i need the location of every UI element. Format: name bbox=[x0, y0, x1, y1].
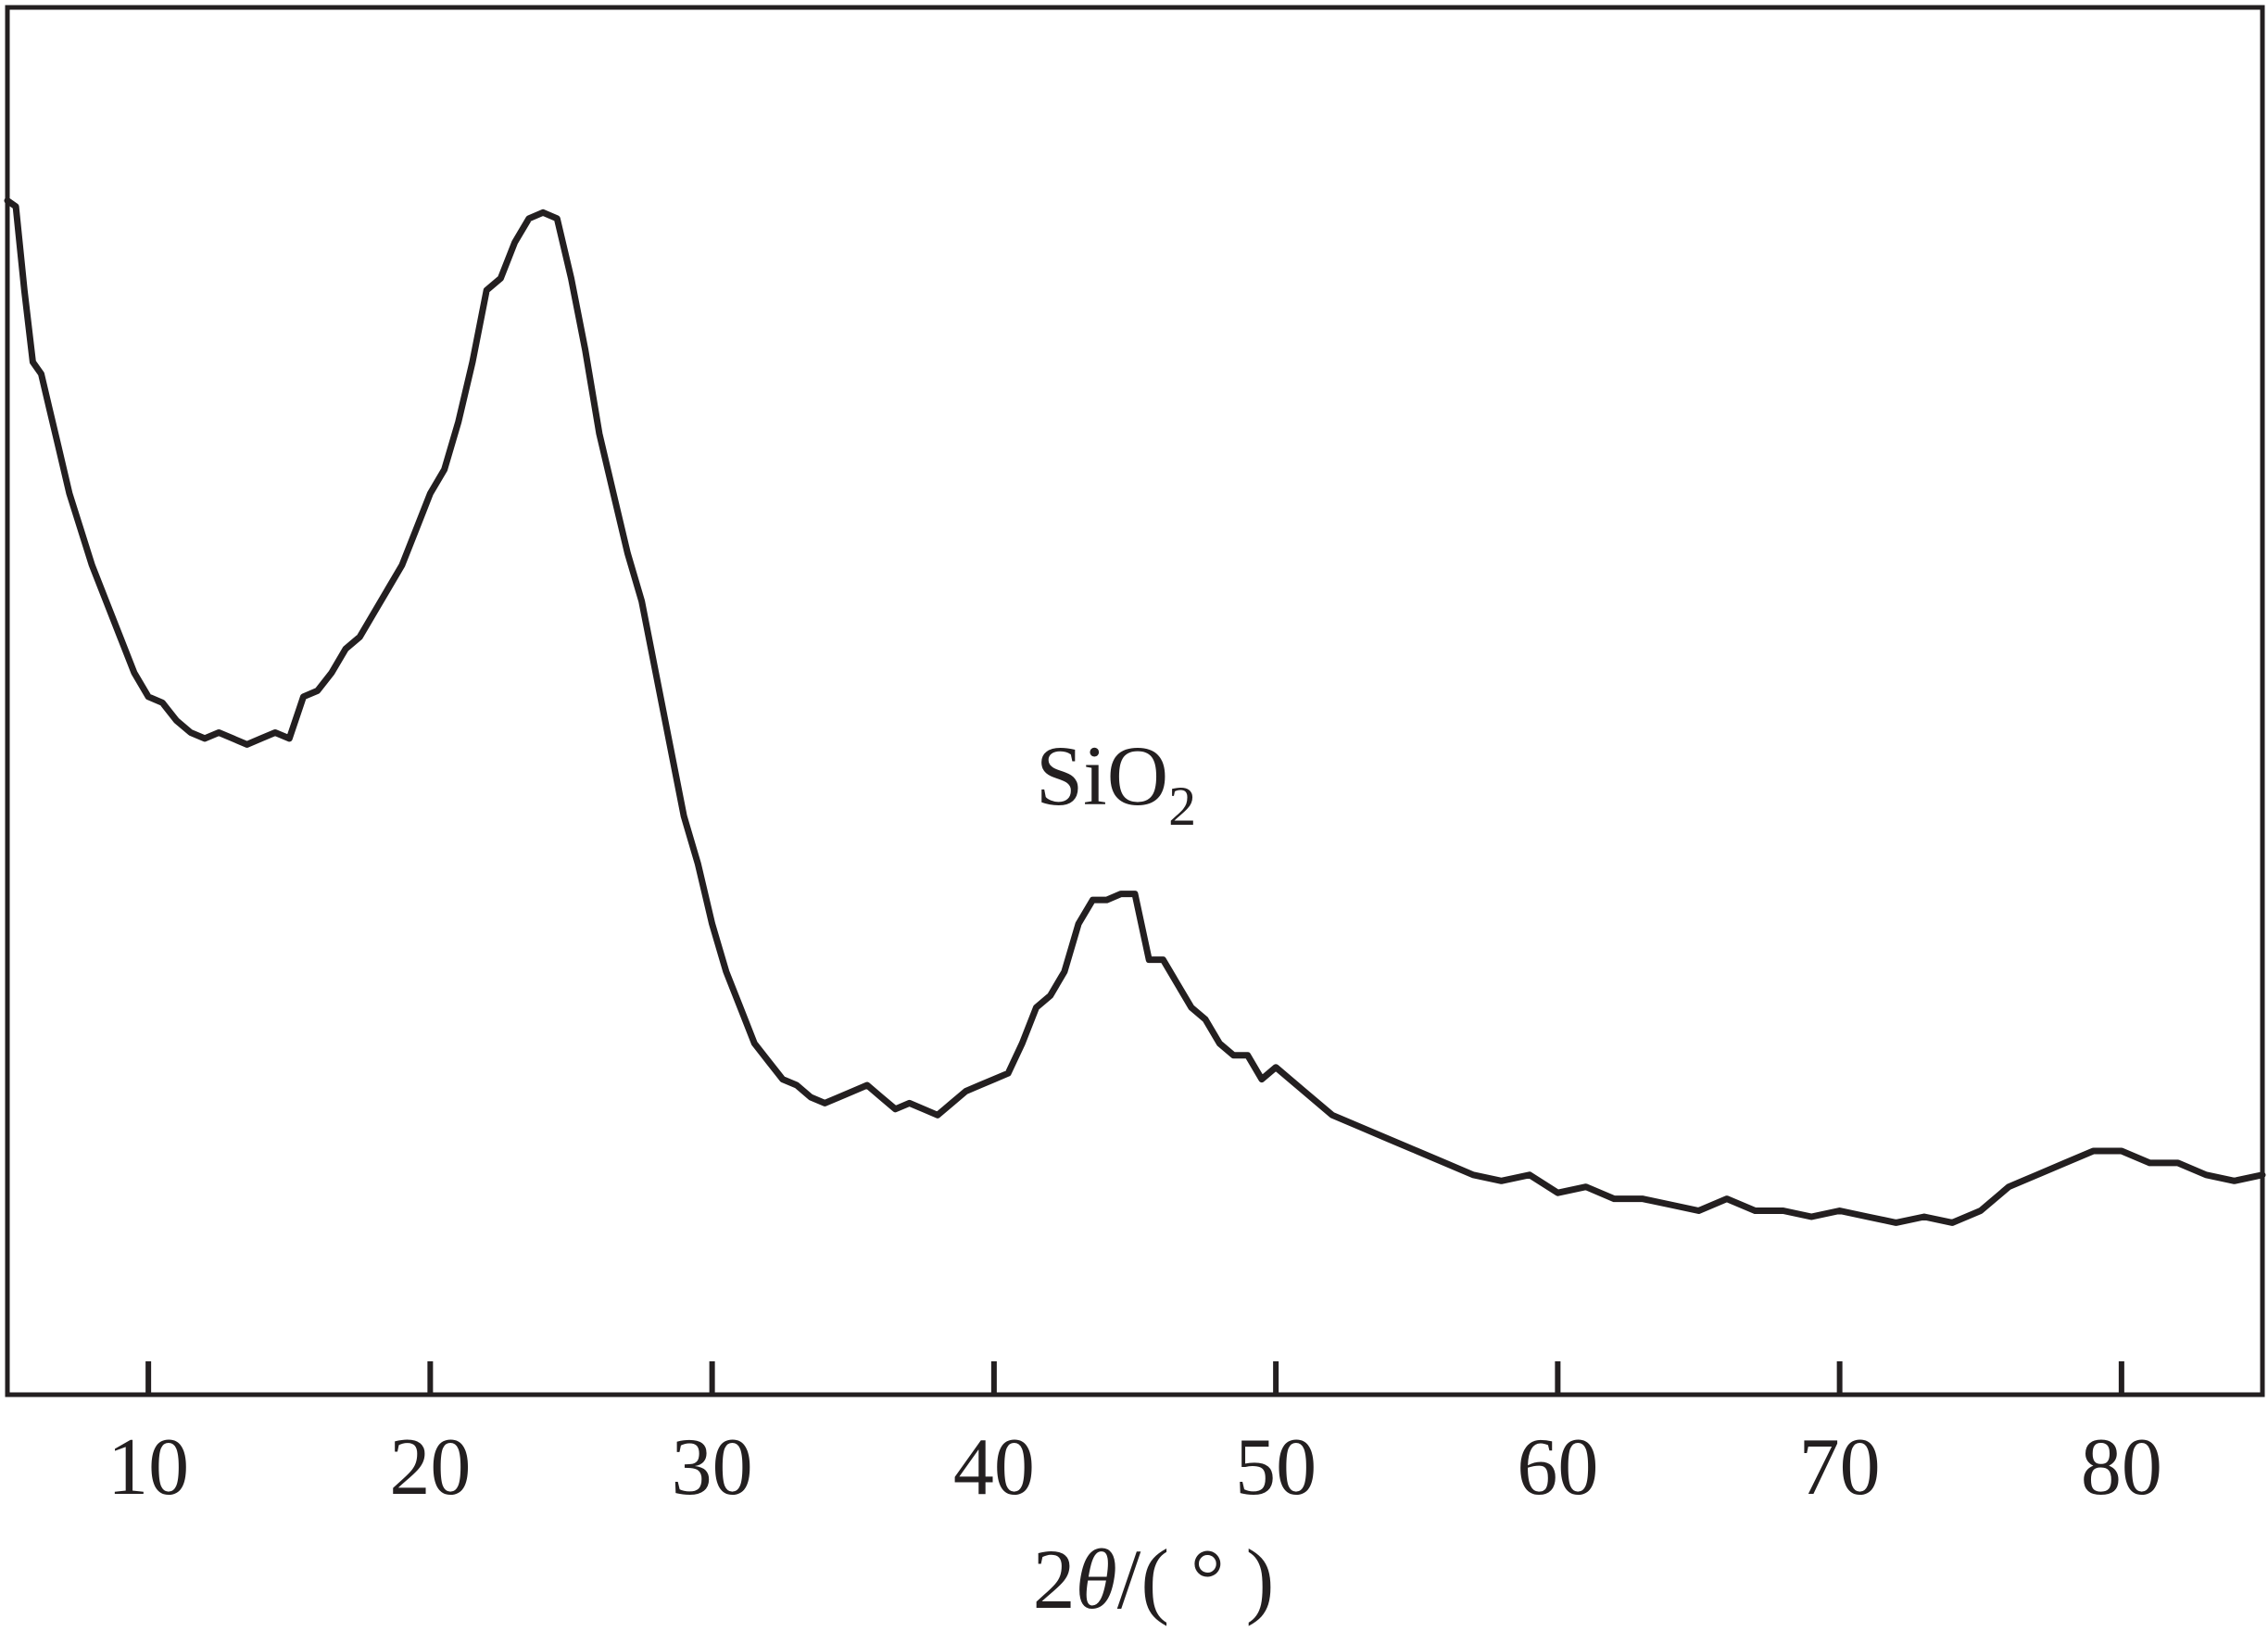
sio2-annotation: SiO2 bbox=[1036, 728, 1196, 837]
x-axis-title-suffix: /( ° ) bbox=[1117, 1532, 1275, 1626]
plot-area bbox=[4, 197, 2266, 1226]
x-tick-label: 10 bbox=[107, 1422, 189, 1512]
x-tick-label: 70 bbox=[1799, 1422, 1881, 1512]
x-axis-title-symbol: θ bbox=[1076, 1532, 1117, 1626]
x-tick-label: 80 bbox=[2081, 1422, 2162, 1512]
x-axis-title-prefix: 2 bbox=[1033, 1532, 1076, 1626]
xrd-curve bbox=[4, 197, 2266, 1226]
x-tick-label: 50 bbox=[1235, 1422, 1317, 1512]
x-tick-label: 30 bbox=[672, 1422, 753, 1512]
x-tick-label: 60 bbox=[1517, 1422, 1598, 1512]
x-tick-label: 40 bbox=[953, 1422, 1035, 1512]
x-axis-ticks: 10 20 30 40 50 60 70 80 bbox=[107, 1361, 2162, 1512]
annotation-base-text: SiO bbox=[1036, 728, 1168, 823]
x-axis-title: 2θ/( ° ) bbox=[1033, 1532, 1275, 1626]
plot-frame bbox=[5, 5, 2265, 1397]
x-tick-label: 20 bbox=[389, 1422, 471, 1512]
annotation-subscript: 2 bbox=[1168, 776, 1196, 837]
